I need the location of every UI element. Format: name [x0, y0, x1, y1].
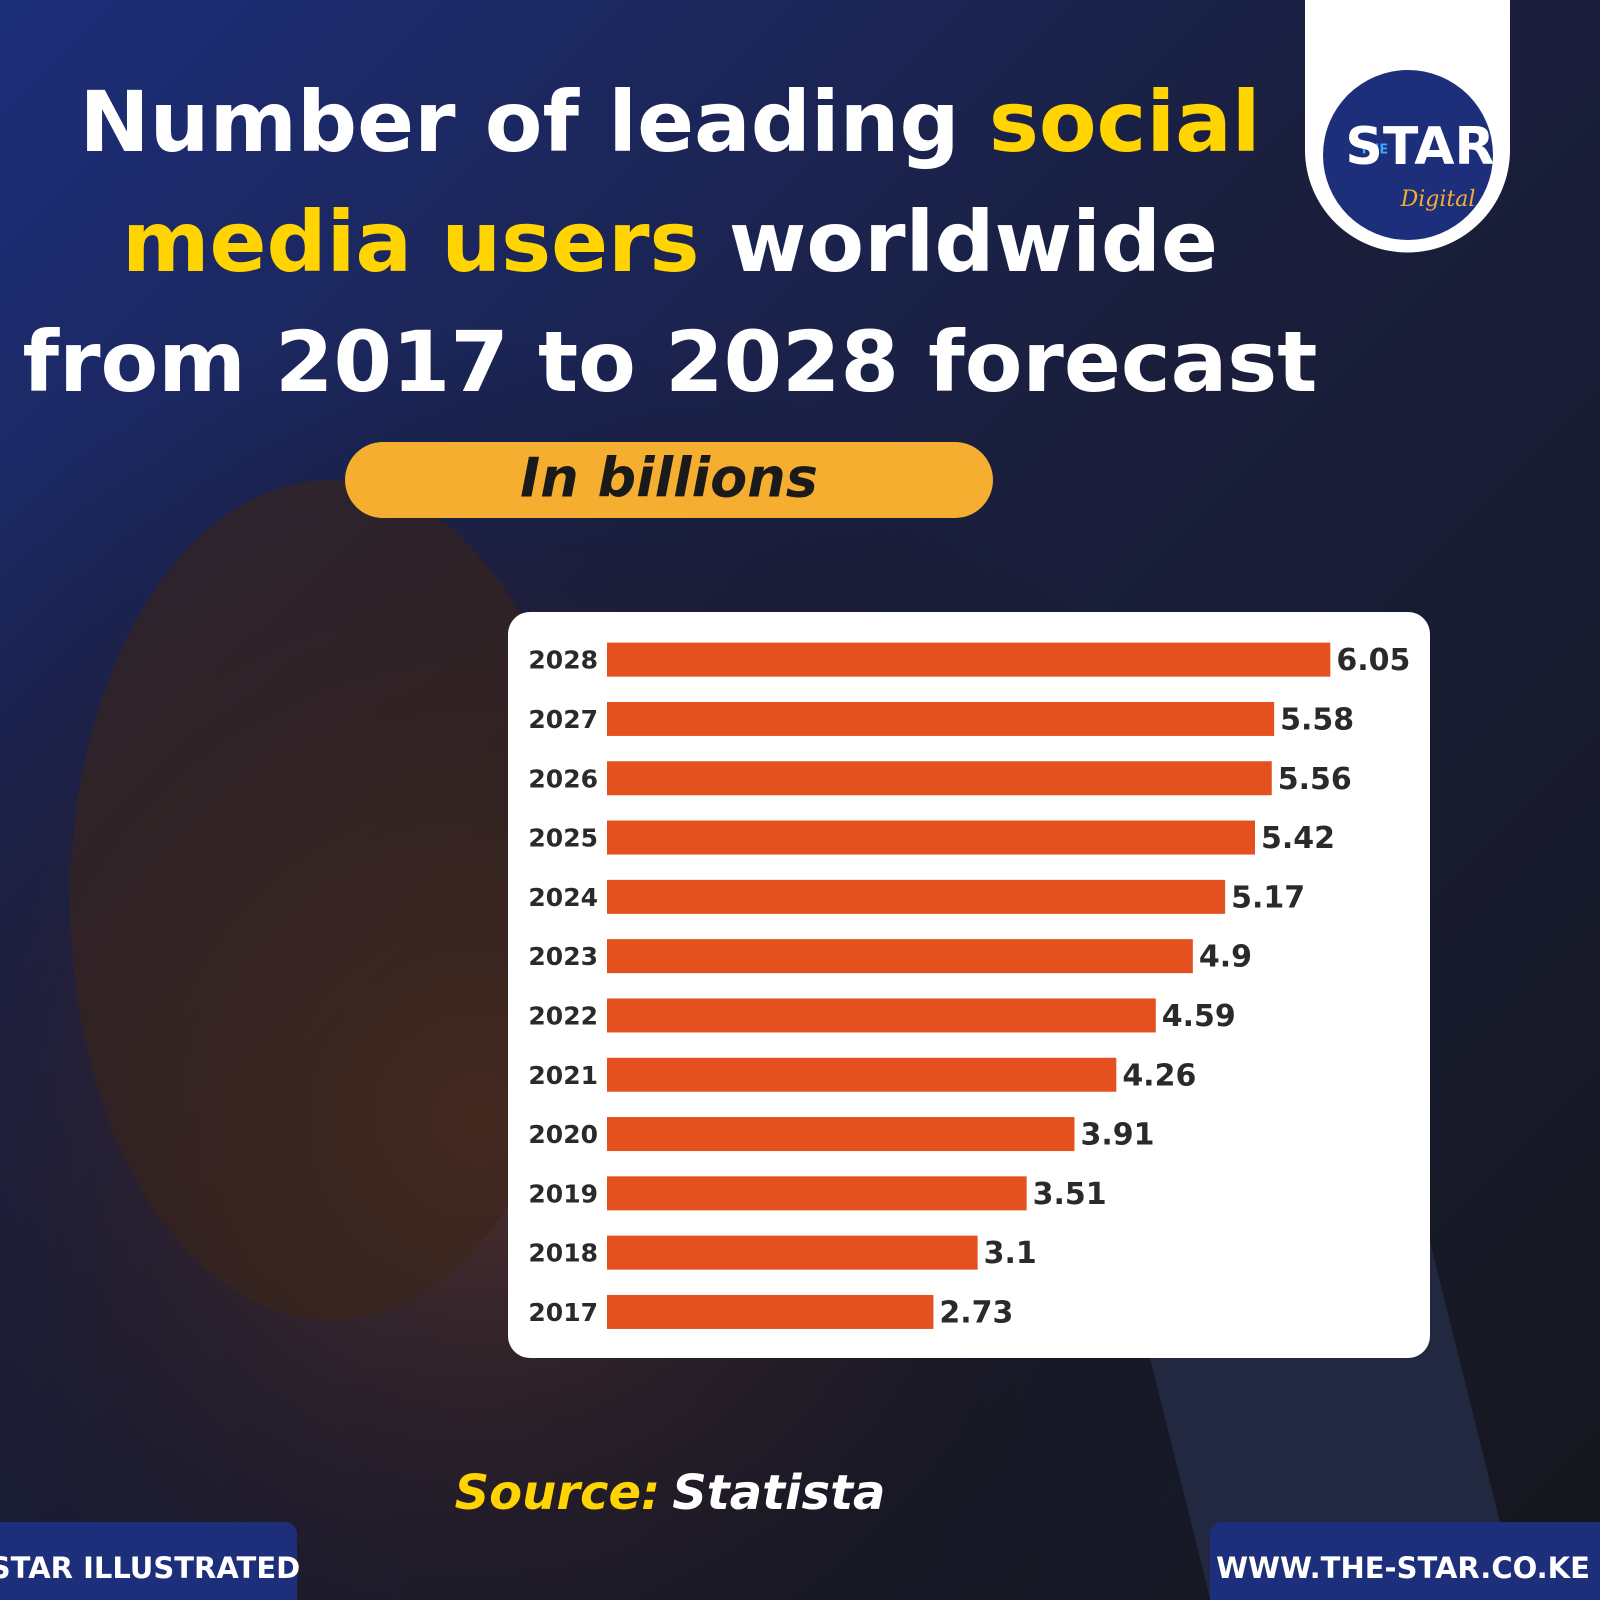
bar — [607, 701, 1275, 736]
value-label: 4.9 — [1199, 940, 1252, 975]
bar — [607, 1057, 1117, 1092]
value-label: 4.59 — [1162, 999, 1236, 1034]
logo-main: STAR — [1345, 117, 1494, 177]
subtitle-pill — [345, 442, 993, 518]
source: Source: Statista — [455, 1465, 886, 1521]
footer-right-box — [1210, 1522, 1600, 1600]
value-label: 5.17 — [1231, 880, 1305, 915]
footer-left-box — [0, 1522, 297, 1600]
category-label: 2018 — [528, 1239, 598, 1268]
bar — [607, 1294, 934, 1329]
category-label: 2026 — [528, 764, 598, 793]
category-label: 2020 — [528, 1120, 598, 1149]
title-line: from 2017 to 2028 forecast — [23, 313, 1318, 411]
bar — [607, 879, 1226, 914]
source-label: Source: — [455, 1465, 661, 1521]
chart-panel — [508, 612, 1430, 1358]
bar — [607, 998, 1156, 1033]
category-label: 2024 — [528, 883, 598, 912]
value-label: 3.51 — [1033, 1177, 1107, 1212]
value-label: 5.56 — [1278, 762, 1352, 797]
logo-small: THE — [1360, 143, 1389, 158]
title-segment: from 2017 to 2028 forecast — [23, 313, 1318, 411]
bar — [607, 1117, 1075, 1152]
value-label: 6.05 — [1336, 643, 1410, 678]
category-label: 2025 — [528, 824, 598, 853]
value-label: 5.42 — [1261, 821, 1335, 856]
title-segment: social — [989, 73, 1261, 171]
source-name: Statista — [672, 1465, 885, 1521]
bar — [607, 1176, 1027, 1211]
category-label: 2021 — [528, 1061, 598, 1090]
bar — [607, 1235, 978, 1270]
footer-left: STAR ILLUSTRATED — [0, 1551, 300, 1585]
footer-right: WWW.THE-STAR.CO.KE — [1216, 1551, 1590, 1585]
category-label: 2028 — [528, 646, 598, 675]
bar — [607, 939, 1193, 974]
title-segment: worldwide — [700, 193, 1218, 291]
title-segment: media users — [122, 193, 700, 291]
photo-figure — [70, 480, 590, 1320]
value-label: 3.1 — [984, 1236, 1037, 1271]
category-label: 2022 — [528, 1001, 598, 1030]
value-label: 2.73 — [939, 1295, 1013, 1330]
bar — [607, 761, 1272, 796]
value-label: 3.91 — [1080, 1118, 1154, 1153]
subtitle: In billions — [520, 447, 818, 510]
bar — [607, 642, 1331, 677]
title-line: media users worldwide — [122, 193, 1218, 291]
title: Number of leading social media users worl… — [23, 73, 1318, 411]
title-line: Number of leading social — [79, 73, 1260, 171]
plot: 2028 6.05 2027 5.58 2026 5.56 2025 5.42 2024 5.17… — [528, 642, 1410, 1330]
logo-sub: Digital — [1400, 187, 1476, 212]
category-label: 2019 — [528, 1179, 598, 1208]
bar — [607, 820, 1256, 855]
value-label: 5.58 — [1280, 702, 1354, 737]
logo-circle — [1323, 70, 1493, 240]
title-segment: Number of leading — [79, 73, 988, 171]
value-label: 4.26 — [1122, 1058, 1196, 1093]
category-label: 2023 — [528, 942, 598, 971]
category-label: 2017 — [528, 1298, 598, 1327]
category-label: 2027 — [528, 705, 598, 734]
